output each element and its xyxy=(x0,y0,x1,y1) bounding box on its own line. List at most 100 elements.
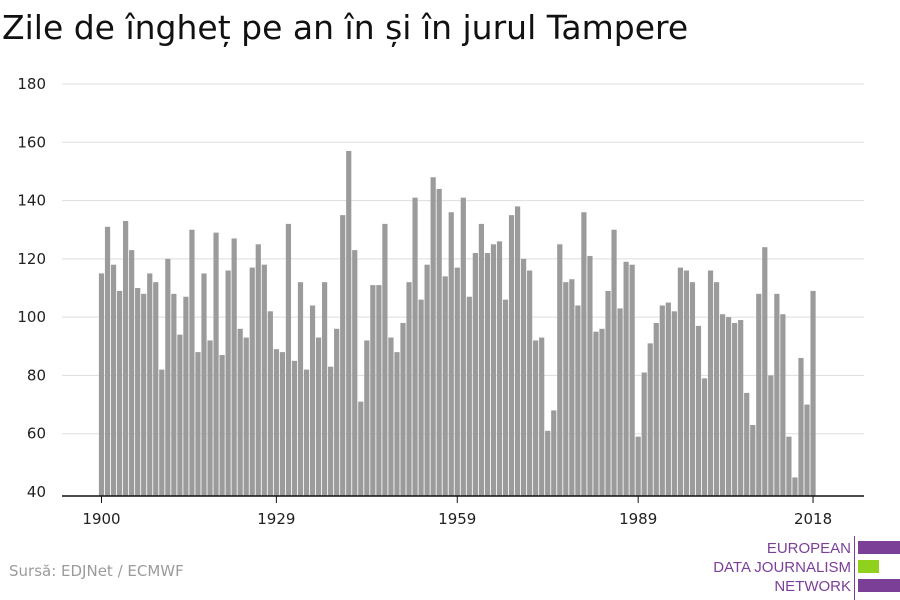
bar xyxy=(695,325,702,496)
bar xyxy=(291,360,298,496)
bar xyxy=(792,477,798,496)
bar xyxy=(436,188,442,496)
bar xyxy=(285,223,292,496)
bars xyxy=(98,151,816,497)
bar xyxy=(689,282,696,496)
bar xyxy=(726,317,732,496)
bar xyxy=(147,273,153,496)
bar xyxy=(98,273,105,496)
bar xyxy=(587,255,593,496)
bar xyxy=(303,369,310,496)
bar xyxy=(195,352,201,496)
bar xyxy=(159,369,165,496)
bar xyxy=(539,337,545,496)
bar xyxy=(346,151,352,496)
bar xyxy=(701,378,708,496)
bar xyxy=(243,337,249,496)
bar xyxy=(418,299,424,496)
bar xyxy=(798,357,804,496)
y-tick-label: 180 xyxy=(17,75,46,93)
bar xyxy=(225,270,231,496)
bar xyxy=(665,302,671,496)
bar xyxy=(599,328,605,496)
y-tick-label: 40 xyxy=(27,483,46,501)
y-tick-label: 80 xyxy=(27,366,46,384)
logo-bar-purple-top xyxy=(858,541,900,554)
bar xyxy=(719,314,726,496)
bar xyxy=(502,299,509,496)
y-axis: 40 60 80 100 120 140 160 180 xyxy=(17,75,46,501)
x-tick-label: 2018 xyxy=(794,510,832,528)
bar xyxy=(189,229,195,496)
bar xyxy=(104,226,111,497)
bar xyxy=(267,311,273,496)
bar xyxy=(496,241,503,496)
y-tick-label: 140 xyxy=(17,192,46,210)
bar xyxy=(533,340,539,496)
edjnet-logo: EUROPEAN DATA JOURNALISM NETWORK xyxy=(690,536,900,600)
bar xyxy=(171,293,177,496)
bar xyxy=(762,247,768,496)
bar xyxy=(328,366,334,496)
bar xyxy=(551,410,557,496)
bar xyxy=(352,250,358,496)
bar xyxy=(406,282,412,496)
bar xyxy=(334,328,340,496)
x-tick-label: 1959 xyxy=(438,510,476,528)
bar xyxy=(376,285,382,496)
bar xyxy=(635,436,641,496)
bar xyxy=(364,340,370,496)
bar xyxy=(412,197,418,496)
bar xyxy=(677,267,683,496)
bar xyxy=(394,352,400,496)
bar xyxy=(629,264,635,496)
bar xyxy=(611,229,617,496)
bar xyxy=(219,355,225,496)
bar xyxy=(490,244,497,496)
bar xyxy=(129,250,135,496)
bar xyxy=(478,223,484,496)
bar xyxy=(116,290,123,496)
bar xyxy=(581,212,587,496)
bar xyxy=(442,276,448,496)
x-tick-label: 1900 xyxy=(82,510,120,528)
bar xyxy=(213,232,219,496)
bar xyxy=(358,401,364,496)
bar xyxy=(647,343,653,496)
bar xyxy=(738,320,744,496)
bar xyxy=(430,177,436,496)
bar xyxy=(707,270,714,496)
bar xyxy=(123,220,129,496)
source-note: Sursă: EDJNet / ECMWF xyxy=(9,562,184,580)
bar xyxy=(484,253,491,496)
bar xyxy=(653,322,659,496)
bar xyxy=(165,258,171,496)
y-tick-label: 160 xyxy=(17,133,46,151)
bar xyxy=(750,424,756,496)
bar xyxy=(569,279,575,496)
bar xyxy=(207,340,213,496)
x-tick-label: 1929 xyxy=(257,510,295,528)
y-tick-label: 100 xyxy=(17,308,46,326)
bar xyxy=(273,349,279,496)
bar xyxy=(237,328,243,496)
bar xyxy=(768,375,774,496)
bar xyxy=(466,296,472,496)
bar xyxy=(315,337,322,496)
bar xyxy=(370,285,376,496)
bar xyxy=(623,261,629,496)
bar xyxy=(756,293,762,496)
bar xyxy=(279,352,285,496)
bar xyxy=(424,264,430,496)
logo-bar-green xyxy=(858,560,879,573)
bar xyxy=(671,311,677,496)
bar xyxy=(617,308,623,496)
bar xyxy=(593,331,599,496)
y-tick-label: 120 xyxy=(17,250,46,268)
bar xyxy=(514,206,521,496)
bar xyxy=(659,305,665,496)
bar xyxy=(527,270,533,496)
bar xyxy=(297,282,304,496)
bar xyxy=(786,436,792,496)
